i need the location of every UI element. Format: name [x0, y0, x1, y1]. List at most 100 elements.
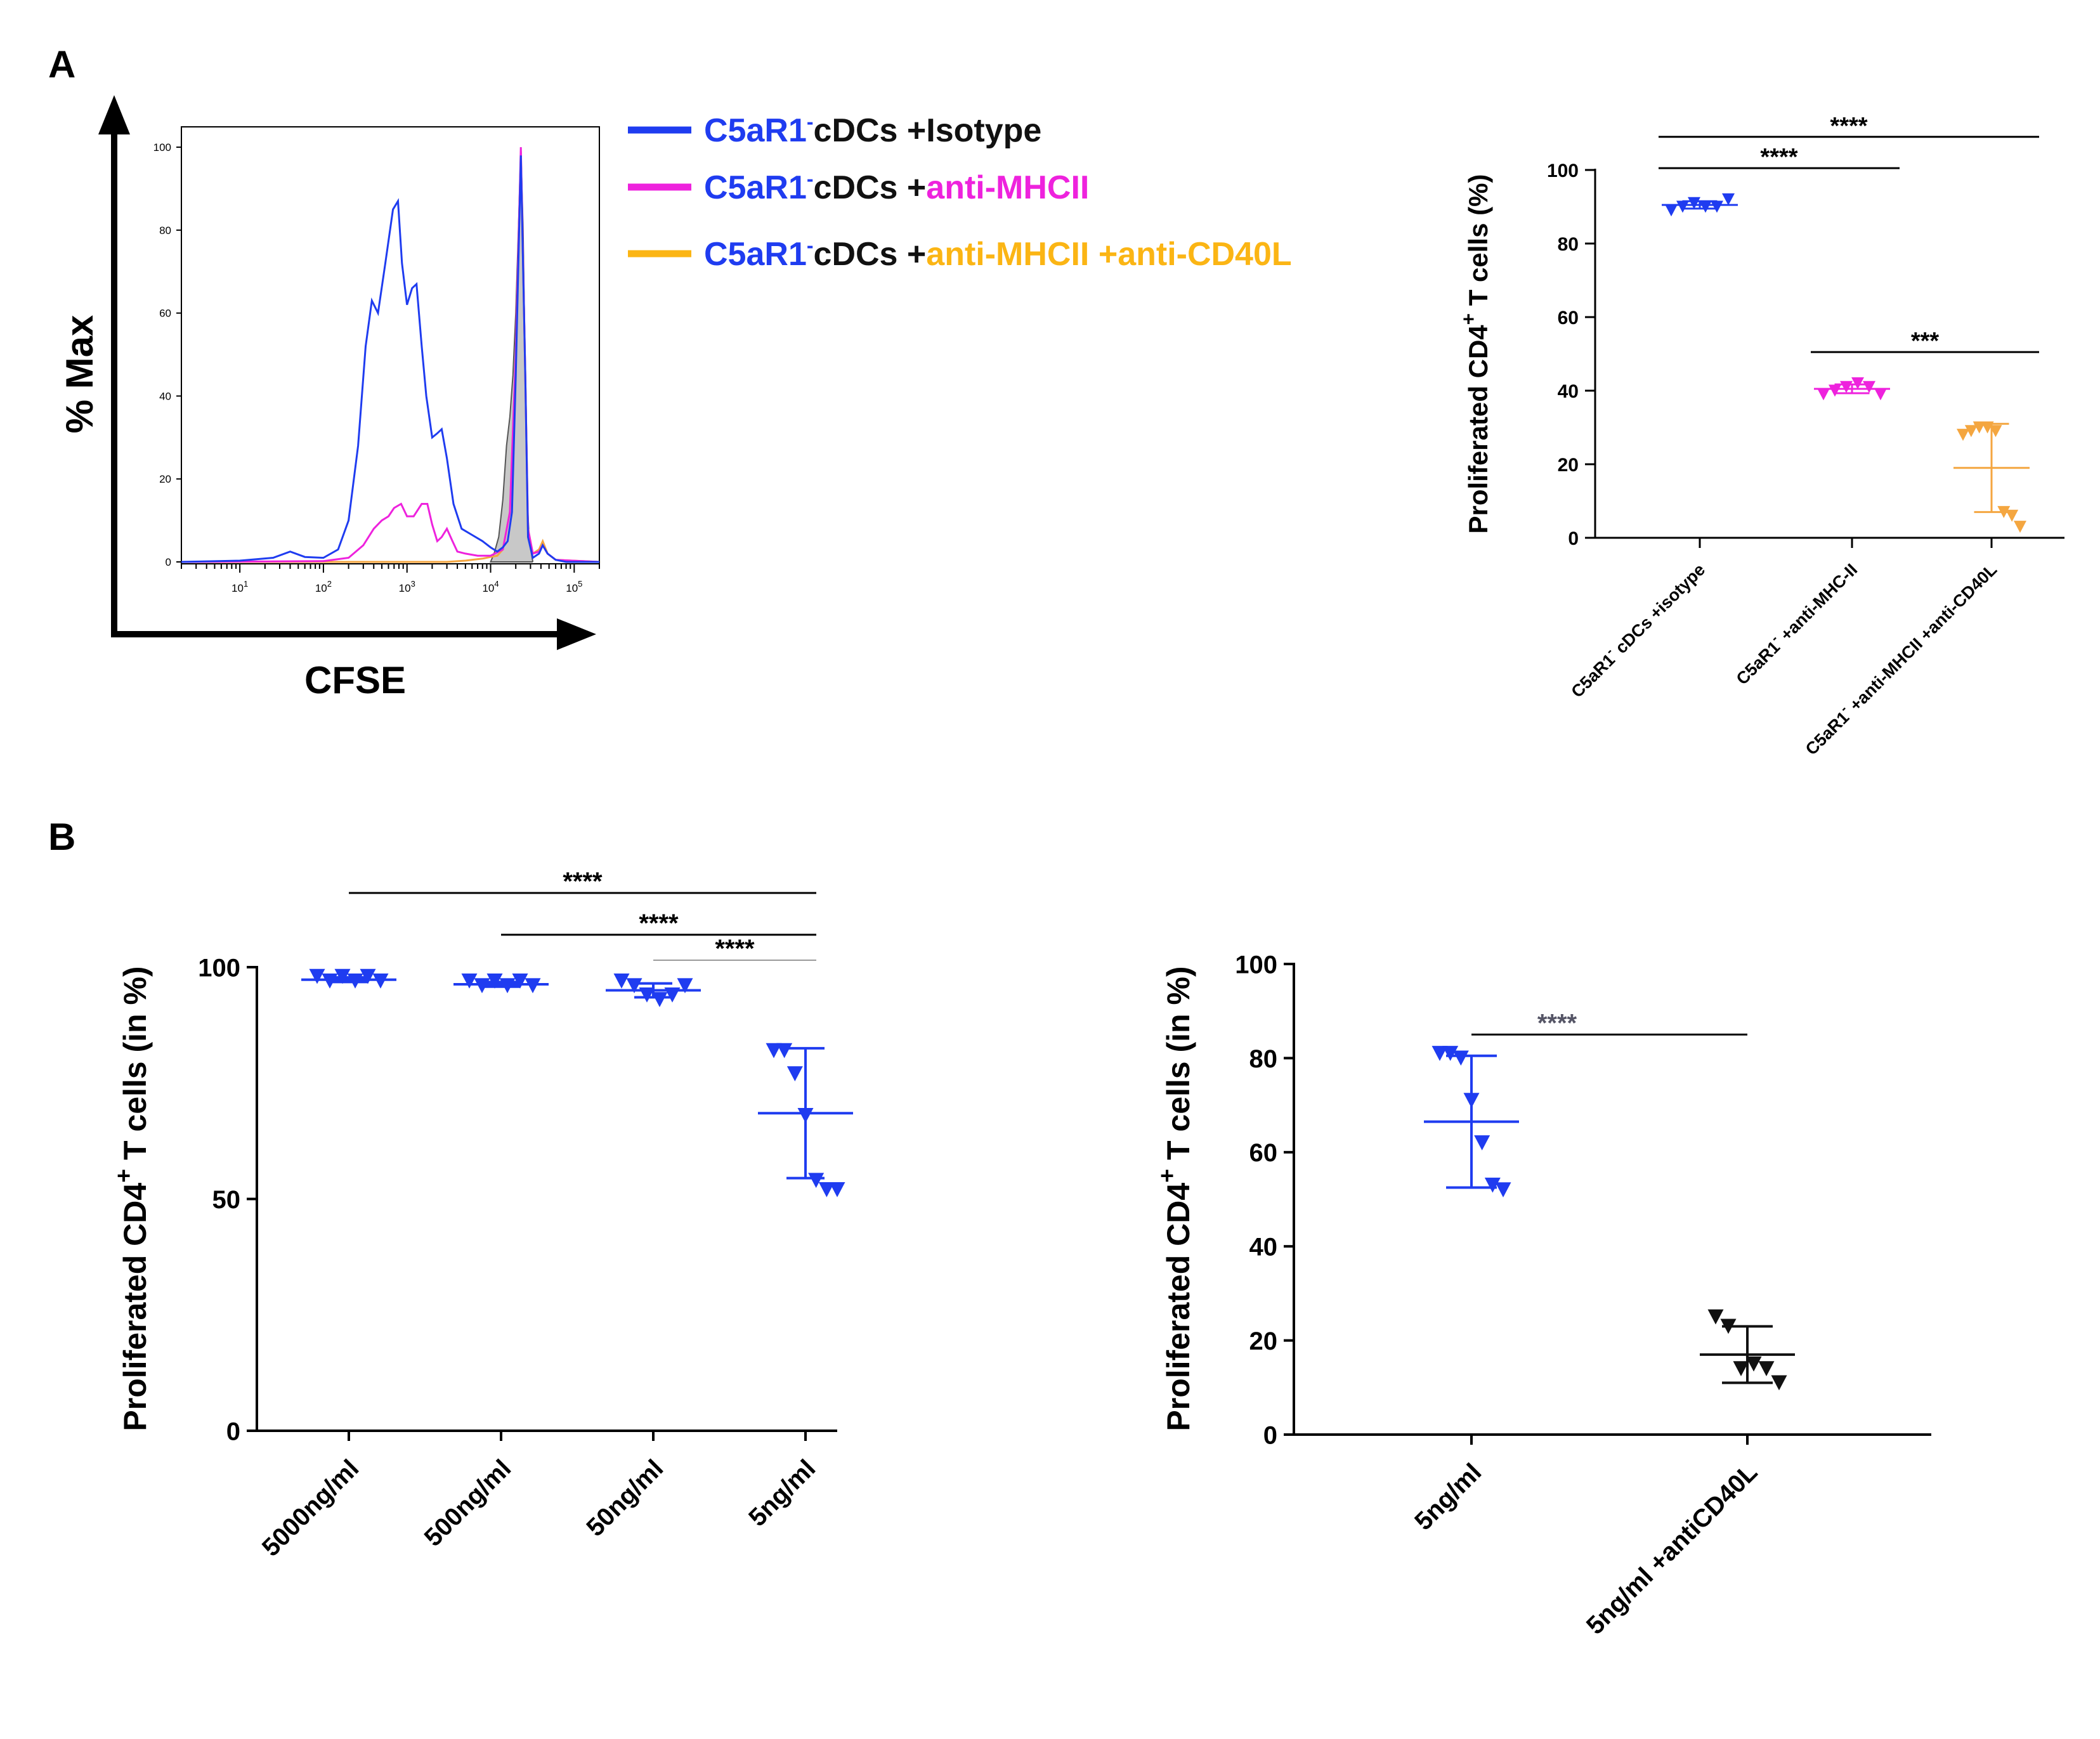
data-point [677, 978, 693, 994]
x-axis-label: CFSE [304, 659, 406, 701]
significance-label: **** [563, 868, 603, 896]
data-point [786, 1066, 803, 1082]
data-point [1711, 200, 1723, 213]
plot-frame [181, 126, 600, 564]
data-point [664, 987, 681, 1003]
data-point [2005, 509, 2019, 522]
scatter-chart-b2: 0 20 40 60 80 100 Proliferated CD4+ T cells (i… [1154, 951, 1931, 1640]
histogram-chart: CFSE % Max 0 20 40 60 80 100 101 102 103 104 105 C5aR… [58, 95, 1292, 701]
data-point [486, 974, 503, 989]
histogram-line-1 [181, 147, 600, 563]
x-tick-label: 105 [566, 579, 582, 594]
histogram-line-2 [181, 151, 600, 563]
data-point [2014, 521, 2026, 533]
data-point [1442, 1046, 1459, 1061]
x-tick-label: 104 [482, 579, 499, 594]
y-tick-label: 20 [1558, 455, 1579, 476]
panel-label-a: A [48, 43, 75, 86]
data-point [1495, 1182, 1511, 1198]
data-point [797, 1108, 814, 1123]
x-tick-label: 102 [315, 579, 332, 594]
significance-label: *** [1911, 328, 1940, 355]
data-point [1484, 1177, 1501, 1193]
histogram-line-0 [181, 155, 599, 563]
data-point [1707, 1309, 1724, 1325]
y-tick-label: 100 [153, 141, 171, 153]
significance-label: **** [1537, 1009, 1577, 1037]
data-point [322, 974, 338, 989]
y-axis-label: Proliferated CD4+ T cells (in %) [1154, 966, 1197, 1431]
data-point [372, 974, 389, 989]
data-point [1758, 1361, 1775, 1376]
data-point [626, 978, 642, 994]
data-point [1745, 1356, 1762, 1372]
y-axis-label: Proliferated CD4+ T cells (in %) [110, 966, 153, 1431]
data-point [613, 974, 630, 989]
data-point [1989, 425, 2002, 438]
category-label: 5ng/ml [1409, 1458, 1487, 1535]
data-point [1771, 1375, 1787, 1391]
data-point [818, 1182, 835, 1197]
data-point [1840, 381, 1853, 393]
panel-label-b: B [48, 816, 75, 858]
significance-label: **** [639, 909, 679, 937]
significance-label: **** [1830, 113, 1867, 140]
significance-label: **** [715, 935, 755, 963]
y-tick-label: 60 [159, 308, 171, 320]
category-label: C5aR1- +anti-MHC-II [1730, 557, 1861, 688]
y-tick-label: 0 [1263, 1421, 1277, 1449]
y-tick-label: 60 [1558, 308, 1579, 329]
data-point [1997, 505, 2011, 518]
data-point [347, 974, 363, 989]
y-tick-label: 0 [1568, 528, 1579, 549]
data-point [309, 968, 325, 984]
category-label: 5ng/ml [743, 1454, 821, 1532]
data-point [334, 968, 351, 984]
y-tick-label: 100 [1547, 160, 1579, 181]
data-point [1957, 429, 1969, 441]
y-tick-label: 80 [159, 225, 171, 237]
data-point [1688, 197, 1700, 209]
legend-entry-1: C5aR1-cDCs +anti-MHCII [704, 167, 1089, 206]
data-point [1851, 377, 1864, 389]
data-point [1699, 200, 1712, 213]
y-axis-label: % Max [58, 315, 101, 434]
x-axis-arrow-head [557, 618, 596, 650]
data-point [808, 1173, 825, 1189]
data-point [639, 987, 655, 1003]
data-point [1474, 1135, 1490, 1150]
y-tick-label: 40 [159, 390, 171, 402]
legend-entry-0: C5aR1-cDCs +Isotype [704, 110, 1041, 149]
data-point [1829, 384, 1841, 397]
data-point [512, 974, 528, 989]
x-tick-label: 101 [232, 579, 248, 594]
y-tick-label: 100 [198, 954, 240, 982]
data-point [776, 1043, 793, 1058]
data-point [1722, 193, 1735, 205]
data-point [461, 974, 478, 989]
y-tick-label: 50 [212, 1186, 241, 1214]
data-point [829, 1182, 845, 1197]
data-point [651, 992, 668, 1008]
data-point [1463, 1093, 1480, 1109]
data-point [1874, 388, 1887, 401]
data-point [525, 978, 541, 994]
y-tick-label: 80 [1558, 234, 1579, 255]
y-tick-label: 0 [166, 556, 171, 568]
y-tick-label: 40 [1558, 381, 1579, 402]
data-point [1817, 388, 1830, 401]
scatter-chart-b1: 0 50 100 Proliferated CD4+ T cells (in %) 50… [110, 868, 853, 1562]
y-tick-label: 0 [226, 1417, 240, 1445]
category-label: 5000ng/ml [257, 1454, 364, 1561]
data-point [360, 968, 376, 984]
data-point [499, 978, 516, 994]
y-tick-label: 60 [1249, 1139, 1278, 1167]
data-point [1665, 204, 1678, 217]
data-point [1452, 1050, 1469, 1066]
data-point [1981, 421, 1994, 434]
y-tick-label: 20 [1249, 1327, 1278, 1355]
data-point [1973, 421, 1986, 434]
category-label: 50ng/ml [581, 1454, 668, 1542]
data-point [474, 978, 490, 994]
